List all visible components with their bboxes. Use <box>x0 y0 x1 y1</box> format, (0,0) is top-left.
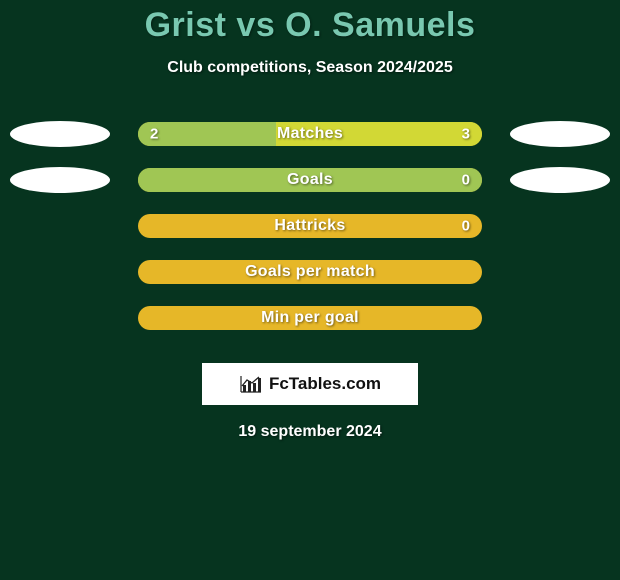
stat-label: Matches <box>138 125 482 143</box>
comparison-card: Grist vs O. Samuels Club competitions, S… <box>0 0 620 580</box>
player-left-oval <box>10 167 110 193</box>
stats-rows: 23Matches 0Goals 0Hattricks Goals per match… <box>0 111 620 341</box>
stat-row: 0Hattricks <box>0 203 620 249</box>
subtitle: Club competitions, Season 2024/2025 <box>0 59 620 77</box>
stat-bar: 0Hattricks <box>138 214 482 238</box>
brand-chart-icon <box>239 374 263 394</box>
stat-label: Goals <box>138 171 482 189</box>
stat-label: Goals per match <box>138 263 482 281</box>
page-title: Grist vs O. Samuels <box>0 0 620 45</box>
stat-row: 0Goals <box>0 157 620 203</box>
stat-bar: 0Goals <box>138 168 482 192</box>
stat-bar: Min per goal <box>138 306 482 330</box>
date-text: 19 september 2024 <box>0 423 620 441</box>
player-right-oval <box>510 121 610 147</box>
stat-bar: Goals per match <box>138 260 482 284</box>
brand-text: FcTables.com <box>269 374 381 394</box>
brand-box: FcTables.com <box>202 363 418 405</box>
player-left-oval <box>10 121 110 147</box>
stat-row: 23Matches <box>0 111 620 157</box>
stat-row: Goals per match <box>0 249 620 295</box>
stat-label: Min per goal <box>138 309 482 327</box>
stat-row: Min per goal <box>0 295 620 341</box>
stat-label: Hattricks <box>138 217 482 235</box>
player-right-oval <box>510 167 610 193</box>
stat-bar: 23Matches <box>138 122 482 146</box>
